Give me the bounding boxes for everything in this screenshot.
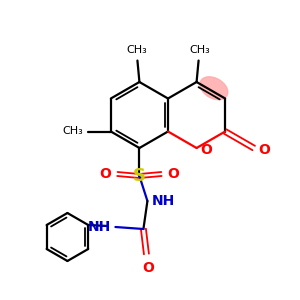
Text: O: O — [259, 143, 271, 157]
Text: CH₃: CH₃ — [189, 44, 210, 55]
Text: CH₃: CH₃ — [62, 127, 83, 136]
Text: NH: NH — [88, 220, 111, 234]
Text: O: O — [142, 261, 154, 275]
Text: O: O — [100, 167, 111, 181]
Text: NH: NH — [152, 194, 175, 208]
Text: S: S — [133, 167, 146, 185]
Text: O: O — [167, 167, 179, 181]
Ellipse shape — [200, 77, 228, 100]
Text: O: O — [201, 143, 212, 157]
Text: CH₃: CH₃ — [126, 44, 147, 55]
